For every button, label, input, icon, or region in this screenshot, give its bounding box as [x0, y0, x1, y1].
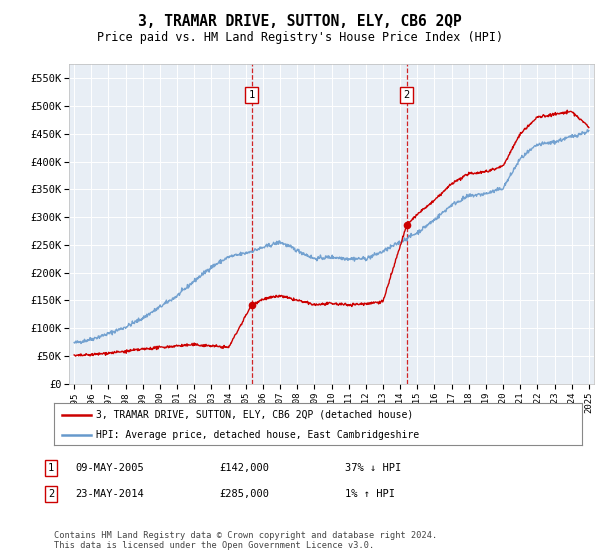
Text: 1% ↑ HPI: 1% ↑ HPI — [345, 489, 395, 499]
Text: Price paid vs. HM Land Registry's House Price Index (HPI): Price paid vs. HM Land Registry's House … — [97, 31, 503, 44]
Text: 3, TRAMAR DRIVE, SUTTON, ELY, CB6 2QP (detached house): 3, TRAMAR DRIVE, SUTTON, ELY, CB6 2QP (d… — [96, 410, 413, 420]
Text: 37% ↓ HPI: 37% ↓ HPI — [345, 463, 401, 473]
Text: 1: 1 — [248, 90, 255, 100]
Text: 3, TRAMAR DRIVE, SUTTON, ELY, CB6 2QP: 3, TRAMAR DRIVE, SUTTON, ELY, CB6 2QP — [138, 14, 462, 29]
Text: 1: 1 — [48, 463, 54, 473]
Text: £285,000: £285,000 — [219, 489, 269, 499]
Text: Contains HM Land Registry data © Crown copyright and database right 2024.
This d: Contains HM Land Registry data © Crown c… — [54, 531, 437, 550]
Text: 2: 2 — [48, 489, 54, 499]
Text: 2: 2 — [404, 90, 410, 100]
Text: 09-MAY-2005: 09-MAY-2005 — [75, 463, 144, 473]
Text: 23-MAY-2014: 23-MAY-2014 — [75, 489, 144, 499]
Text: £142,000: £142,000 — [219, 463, 269, 473]
Text: HPI: Average price, detached house, East Cambridgeshire: HPI: Average price, detached house, East… — [96, 430, 419, 440]
